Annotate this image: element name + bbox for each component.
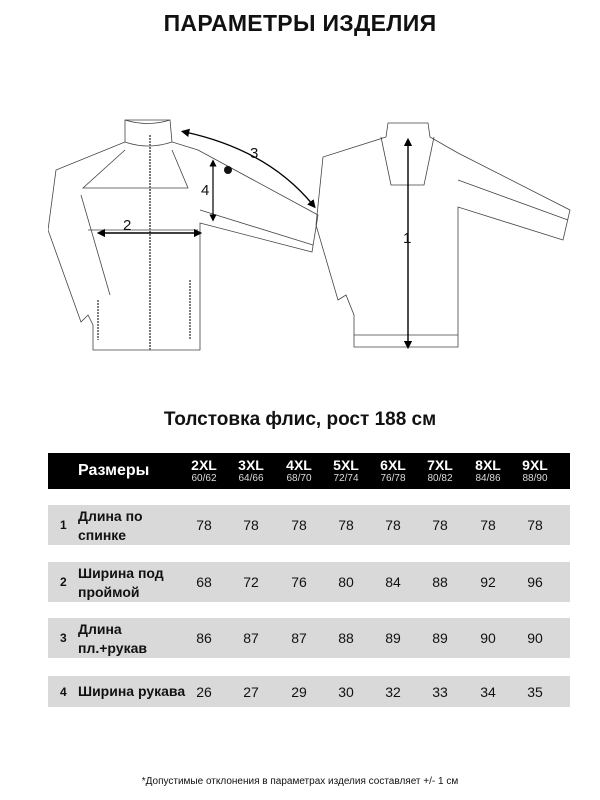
measure-label-4: 4 xyxy=(201,182,209,199)
size-range: 88/90 xyxy=(522,473,548,484)
cell-value: 86 xyxy=(196,630,212,646)
size-range: 80/82 xyxy=(427,473,453,484)
cell-value: 87 xyxy=(291,630,307,646)
cell-value: 68 xyxy=(196,574,212,590)
size-range: 60/62 xyxy=(191,473,217,484)
row-number: 2 xyxy=(60,575,67,589)
size-name: 7XL xyxy=(427,457,453,473)
cell-value: 88 xyxy=(338,630,354,646)
cell-value: 33 xyxy=(432,683,448,700)
measure-label-3: 3 xyxy=(250,145,258,162)
cell-value: 78 xyxy=(291,517,307,533)
cell-value: 78 xyxy=(527,517,543,533)
size-column-header: 6XL 76/78 xyxy=(370,457,416,484)
cell-value: 84 xyxy=(385,574,401,590)
size-name: 6XL xyxy=(380,457,406,473)
size-range: 76/78 xyxy=(380,473,406,484)
cell-value: 96 xyxy=(527,574,543,590)
size-table-header: Размеры 2XL 60/62 3XL 64/66 4XL 68/70 5XL 72/74… xyxy=(48,453,570,489)
size-column-header: 4XL 68/70 xyxy=(276,457,322,484)
cell-value: 72 xyxy=(243,574,259,590)
size-name: 8XL xyxy=(475,457,501,473)
row-number: 1 xyxy=(60,518,67,532)
size-column-header: 5XL 72/74 xyxy=(323,457,369,484)
size-column-header: 3XL 64/66 xyxy=(228,457,274,484)
size-name: 4XL xyxy=(286,457,312,473)
cell-value: 78 xyxy=(385,517,401,533)
cell-value: 89 xyxy=(432,630,448,646)
cell-value: 78 xyxy=(338,517,354,533)
row-label: Длина пл.+рукав xyxy=(78,621,147,656)
row-label: Ширина рукава xyxy=(78,683,186,699)
jacket-illustration: 1 2 3 4 xyxy=(48,119,571,351)
cell-value: 78 xyxy=(243,517,259,533)
row-label: Длина по спинке xyxy=(78,508,143,543)
cell-value: 88 xyxy=(432,574,448,590)
size-range: 84/86 xyxy=(475,473,501,484)
size-column-header: 7XL 80/82 xyxy=(417,457,463,484)
row-number: 3 xyxy=(60,631,67,645)
measure-label-2: 2 xyxy=(123,217,131,234)
row-label: Ширина под проймой xyxy=(78,565,164,600)
page-title: ПАРАМЕТРЫ ИЗДЕЛИЯ xyxy=(163,10,437,36)
size-range: 68/70 xyxy=(286,473,312,484)
cell-value: 35 xyxy=(527,683,543,700)
cell-value: 30 xyxy=(338,683,354,700)
size-range: 72/74 xyxy=(333,473,359,484)
size-name: 5XL xyxy=(333,457,359,473)
cell-value: 89 xyxy=(385,630,401,646)
jacket-back-drawing xyxy=(315,122,571,350)
cell-value: 76 xyxy=(291,574,307,590)
size-name: 9XL xyxy=(522,457,548,473)
cell-value: 29 xyxy=(291,683,307,700)
cell-value: 90 xyxy=(527,630,543,646)
footnote: *Допустимые отклонения в параметрах изде… xyxy=(141,776,459,787)
table-row: 4 Ширина рукава 26 27 29 30 32 33 34 35 xyxy=(48,676,570,707)
size-range: 64/66 xyxy=(238,473,264,484)
cell-value: 27 xyxy=(243,683,259,700)
cell-value: 34 xyxy=(480,683,496,700)
cell-value: 87 xyxy=(243,630,259,646)
size-name: 3XL xyxy=(238,457,264,473)
cell-value: 78 xyxy=(196,517,212,533)
table-row: 2 Ширина под проймой 68 72 76 80 84 88 92 96 xyxy=(48,562,570,602)
cell-value: 26 xyxy=(196,683,212,700)
size-column-header: 8XL 84/86 xyxy=(465,457,511,484)
cell-value: 78 xyxy=(432,517,448,533)
row-number: 4 xyxy=(60,684,67,699)
cell-value: 32 xyxy=(385,683,401,700)
cell-value: 90 xyxy=(480,630,496,646)
jacket-front-drawing xyxy=(48,119,319,351)
measure-label-1: 1 xyxy=(403,230,411,247)
table-row: 3 Длина пл.+рукав 86 87 87 88 89 89 90 90 xyxy=(48,618,570,658)
table-row: 1 Длина по спинке 78 78 78 78 78 78 78 78 xyxy=(48,505,570,545)
size-column-header: 2XL 60/62 xyxy=(181,457,227,484)
size-name: 2XL xyxy=(191,457,217,473)
cell-value: 80 xyxy=(338,574,354,590)
cell-value: 78 xyxy=(480,517,496,533)
product-subtitle: Толстовка флис, рост 188 см xyxy=(163,409,437,430)
size-column-header: 9XL 88/90 xyxy=(512,457,558,484)
sizes-header-label: Размеры xyxy=(78,462,150,479)
cell-value: 92 xyxy=(480,574,496,590)
